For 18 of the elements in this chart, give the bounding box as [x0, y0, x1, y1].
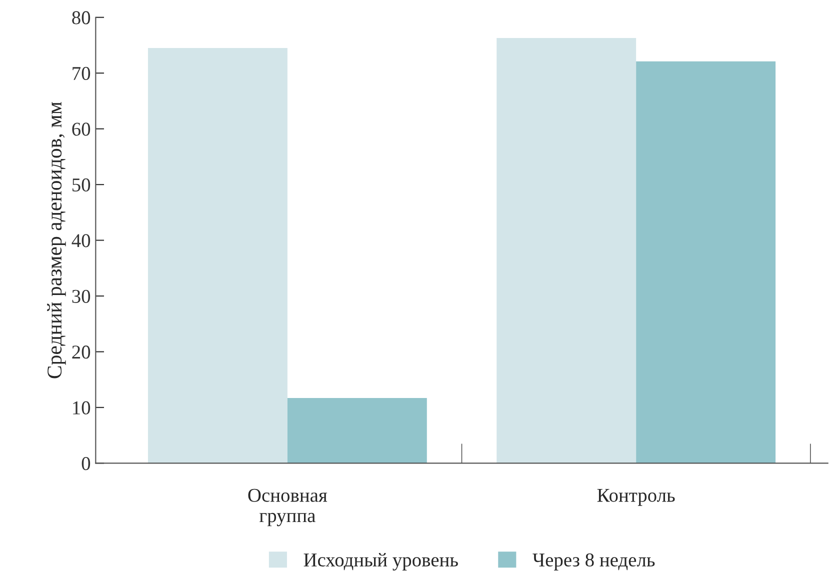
bar: [636, 61, 776, 464]
bar: [287, 398, 427, 464]
legend-label: Исходный уровень: [304, 553, 458, 571]
y-tick-label: 70: [72, 66, 90, 80]
bar: [148, 48, 288, 464]
y-tick-label: 10: [73, 401, 90, 414]
y-tick-label: 60: [72, 122, 90, 136]
y-tick-label: 80: [72, 11, 90, 24]
y-tick-label: 0: [82, 457, 90, 470]
y-axis-title: Средний размер аденоидов, мм: [47, 102, 66, 378]
y-tick-label: 30: [72, 290, 90, 303]
x-tick-label: Основная группа: [248, 488, 328, 526]
bar: [496, 38, 636, 464]
y-tick-label: 40: [72, 234, 90, 248]
y-tick-label: 50: [72, 178, 90, 192]
y-tick-label: 20: [72, 346, 90, 359]
x-tick-label: Контроль: [597, 488, 675, 506]
legend-label: Через 8 недель: [532, 553, 655, 570]
